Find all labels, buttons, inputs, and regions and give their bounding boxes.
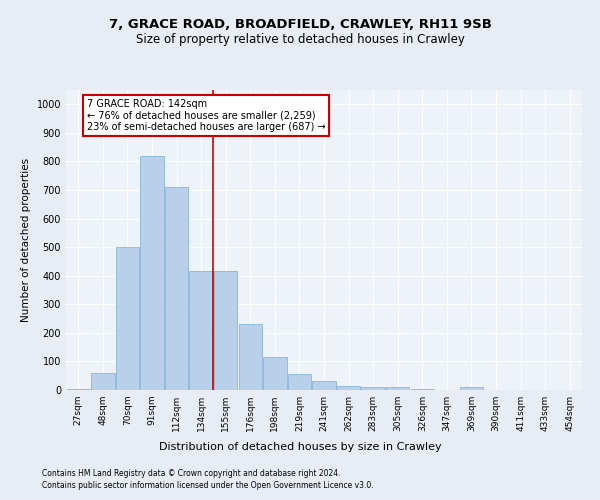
Bar — [337, 386, 360, 390]
Bar — [263, 357, 287, 390]
Text: 7 GRACE ROAD: 142sqm
← 76% of detached houses are smaller (2,259)
23% of semi-de: 7 GRACE ROAD: 142sqm ← 76% of detached h… — [86, 99, 325, 132]
Text: Distribution of detached houses by size in Crawley: Distribution of detached houses by size … — [158, 442, 442, 452]
Bar — [386, 387, 409, 390]
Bar — [239, 324, 262, 390]
Bar — [460, 387, 483, 390]
Y-axis label: Number of detached properties: Number of detached properties — [21, 158, 31, 322]
Text: Contains HM Land Registry data © Crown copyright and database right 2024.: Contains HM Land Registry data © Crown c… — [42, 468, 341, 477]
Bar — [91, 373, 115, 390]
Bar — [190, 272, 213, 390]
Bar — [140, 156, 164, 390]
Bar — [410, 388, 434, 390]
Text: Size of property relative to detached houses in Crawley: Size of property relative to detached ho… — [136, 32, 464, 46]
Bar — [214, 272, 238, 390]
Bar — [67, 388, 90, 390]
Text: Contains public sector information licensed under the Open Government Licence v3: Contains public sector information licen… — [42, 481, 374, 490]
Bar — [361, 387, 385, 390]
Text: 7, GRACE ROAD, BROADFIELD, CRAWLEY, RH11 9SB: 7, GRACE ROAD, BROADFIELD, CRAWLEY, RH11… — [109, 18, 491, 30]
Bar — [313, 382, 335, 390]
Bar — [116, 247, 139, 390]
Bar — [288, 374, 311, 390]
Bar — [165, 187, 188, 390]
